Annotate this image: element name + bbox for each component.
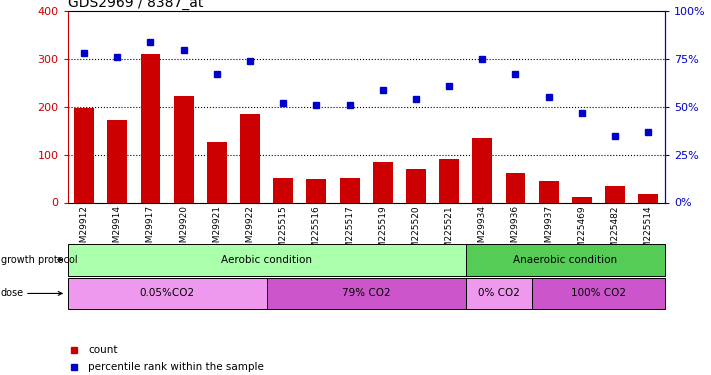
Bar <box>506 173 525 202</box>
Bar <box>68 278 267 309</box>
Bar <box>68 244 466 276</box>
Bar <box>472 138 492 202</box>
Bar <box>466 244 665 276</box>
Bar <box>74 108 94 202</box>
Bar <box>306 178 326 203</box>
Bar <box>539 181 559 203</box>
Text: 0.05%CO2: 0.05%CO2 <box>139 288 195 298</box>
Bar <box>240 114 260 202</box>
Text: 79% CO2: 79% CO2 <box>342 288 390 298</box>
Text: 0% CO2: 0% CO2 <box>478 288 520 298</box>
Bar <box>141 54 161 202</box>
Text: GDS2969 / 8387_at: GDS2969 / 8387_at <box>68 0 203 10</box>
Bar <box>267 278 466 309</box>
Bar <box>572 197 592 202</box>
Bar <box>340 178 360 203</box>
Text: Anaerobic condition: Anaerobic condition <box>513 255 617 265</box>
Bar <box>207 142 227 202</box>
Text: count: count <box>88 345 118 355</box>
Bar <box>107 120 127 202</box>
Bar <box>605 186 625 202</box>
Bar <box>638 194 658 202</box>
Bar <box>273 178 293 203</box>
Bar <box>173 96 193 202</box>
Bar <box>373 162 392 202</box>
Text: growth protocol: growth protocol <box>1 255 77 265</box>
Bar <box>466 278 532 309</box>
Text: percentile rank within the sample: percentile rank within the sample <box>88 362 264 372</box>
Bar <box>439 159 459 202</box>
Bar <box>406 169 426 202</box>
Bar <box>532 278 665 309</box>
Text: 100% CO2: 100% CO2 <box>571 288 626 298</box>
Text: dose: dose <box>1 288 24 298</box>
Text: Aerobic condition: Aerobic condition <box>221 255 312 265</box>
